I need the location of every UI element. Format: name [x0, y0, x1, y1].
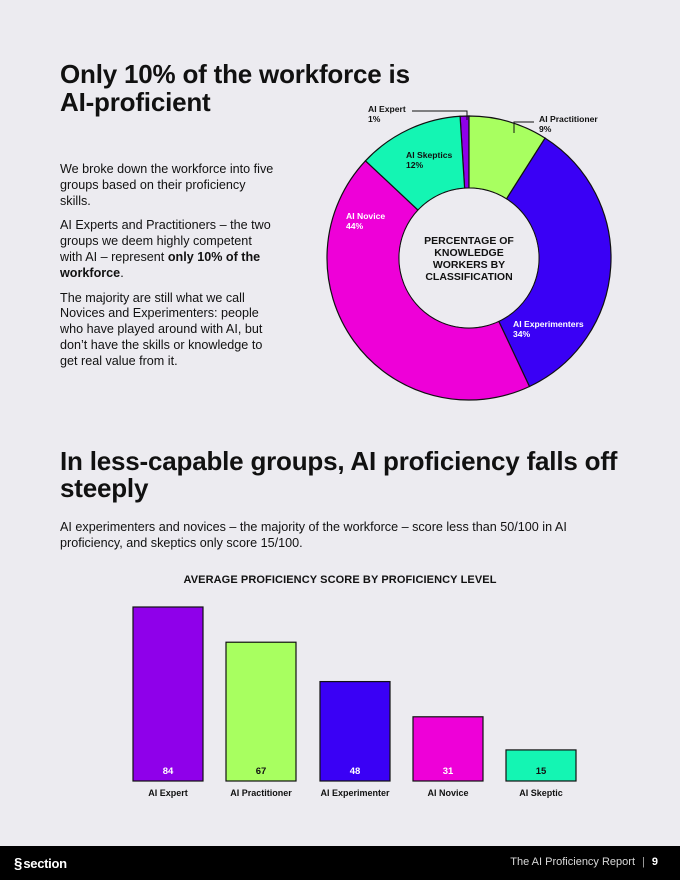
bar-ai-skeptic — [505, 749, 577, 782]
donut-center-title-line: CLASSIFICATION — [425, 271, 512, 283]
intro-paragraph-1: We broke down the workforce into five gr… — [60, 162, 274, 208]
page-number: 9 — [651, 856, 658, 868]
footer: § section The AI Proficiency Report | 9 — [0, 846, 680, 880]
section-subtitle: AI experimenters and novices – the major… — [60, 520, 567, 550]
donut-slice-ai-experimenters — [498, 137, 612, 388]
intro-paragraph-2-emphasis: only 10% of the workforce — [60, 249, 261, 280]
section-logo-icon: § — [14, 854, 23, 872]
donut-label-ai-practitioner: AI Practitioner — [539, 114, 598, 124]
bar-value-ai-experimenter: 48 — [350, 766, 361, 777]
bar-ai-experimenter — [319, 680, 391, 782]
bar-ai-novice — [412, 716, 484, 782]
bar-value-ai-skeptic: 15 — [536, 766, 547, 777]
bar-value-ai-practitioner: 67 — [256, 766, 267, 777]
footer-separator: | — [642, 856, 645, 868]
bar-chart: 84 AI Expert 67 AI Practitioner 48 AI Experim… — [132, 606, 577, 798]
section-title-workforce: Only 10% of the workforce is AI-proficie… — [60, 59, 410, 117]
intro-paragraph-2-end: . — [120, 265, 124, 280]
donut-center-title-line: WORKERS BY — [433, 259, 505, 271]
bar-category-ai-experimenter: AI Experimenter — [320, 788, 390, 798]
section-logo-text: section — [23, 855, 67, 871]
donut-slice-ai-skeptics — [364, 115, 466, 211]
bar-category-ai-expert: AI Expert — [148, 788, 188, 798]
bar-category-ai-novice: AI Novice — [427, 788, 468, 798]
donut-pct-ai-practitioner: 9% — [539, 124, 552, 134]
section-logo[interactable]: § section — [14, 854, 67, 872]
donut-label-ai-skeptics: AI Skeptics — [406, 150, 453, 160]
donut-hole — [399, 188, 539, 328]
donut-center-title-line: PERCENTAGE OF — [424, 235, 514, 247]
donut-pct-ai-skeptics: 12% — [406, 160, 424, 170]
bar-ai-practitioner — [225, 641, 297, 782]
donut-pct-ai-experimenters: 34% — [513, 329, 531, 339]
donut-label-ai-novice: AI Novice — [346, 211, 385, 221]
intro-paragraph-3: The majority are still what we call Novi… — [60, 290, 263, 368]
bar-value-ai-expert: 84 — [163, 766, 174, 777]
intro-paragraph-2: AI Experts and Practitioners – the two g… — [60, 218, 275, 281]
donut-leader-ai-expert — [412, 110, 468, 120]
donut-pct-ai-expert: 1% — [368, 114, 381, 124]
report-title: The AI Proficiency Report — [510, 856, 636, 868]
donut-center-title-line: KNOWLEDGE — [434, 247, 503, 259]
intro-copy: We broke down the workforce into five gr… — [60, 162, 275, 379]
donut-label-ai-experimenters: AI Experimenters — [513, 319, 584, 329]
bar-ai-expert — [132, 606, 204, 782]
donut-chart: PERCENTAGE OF KNOWLEDGE WORKERS BY CLASSIFI… — [320, 100, 620, 410]
donut-label-ai-expert: AI Expert — [368, 104, 406, 114]
donut-leader-ai-practitioner — [513, 121, 534, 133]
donut-pct-ai-novice: 44% — [346, 221, 364, 231]
section-title-proficiency: In less-capable groups, AI proficiency f… — [60, 446, 618, 503]
bar-chart-title: AVERAGE PROFICIENCY SCORE BY PROFICIENCY… — [183, 574, 497, 586]
footer-report-info: The AI Proficiency Report | 9 — [510, 856, 658, 868]
donut-slice-ai-novice — [326, 159, 531, 401]
bar-value-ai-novice: 31 — [443, 766, 454, 777]
bar-category-ai-skeptic: AI Skeptic — [519, 788, 563, 798]
bar-category-ai-practitioner: AI Practitioner — [230, 788, 292, 798]
intro-paragraph-2-text: AI Experts and Practitioners – the two g… — [60, 218, 271, 264]
